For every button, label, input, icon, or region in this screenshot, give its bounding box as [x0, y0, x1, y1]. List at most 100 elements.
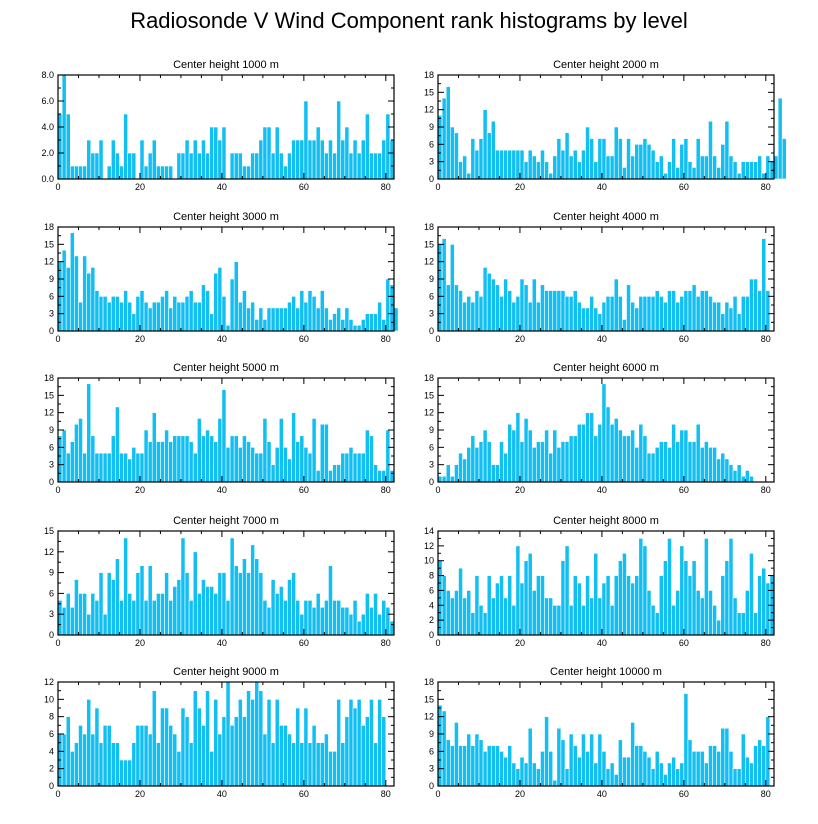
- x-tick-label: 0: [55, 638, 60, 648]
- histogram-bar: [610, 763, 614, 786]
- x-tick-label: 40: [217, 485, 227, 495]
- histogram-bar: [471, 139, 475, 179]
- histogram-bar: [226, 600, 230, 635]
- histogram-bar: [206, 153, 210, 179]
- histogram-bar: [267, 442, 271, 482]
- histogram-bar: [487, 576, 491, 635]
- histogram-bar: [259, 691, 263, 786]
- histogram-bar: [614, 576, 618, 635]
- histogram-bar: [275, 699, 279, 786]
- histogram-bar: [577, 583, 581, 635]
- histogram-bar: [66, 453, 70, 482]
- histogram-bar: [672, 605, 676, 635]
- histogram-bar: [345, 607, 349, 635]
- histogram-bar: [206, 430, 210, 482]
- histogram-bar: [255, 153, 259, 179]
- histogram-bar: [283, 447, 287, 482]
- histogram-bar: [99, 140, 103, 179]
- histogram-bar: [635, 576, 639, 635]
- histogram-bar: [156, 442, 160, 482]
- histogram-bar: [238, 153, 242, 179]
- x-tick-label: 0: [55, 334, 60, 344]
- histogram-bar: [296, 708, 300, 786]
- histogram-bar: [684, 430, 688, 482]
- histogram-bar: [545, 162, 549, 179]
- histogram-bar: [450, 244, 454, 331]
- histogram-bar: [119, 453, 123, 482]
- histogram-bar: [483, 430, 487, 482]
- histogram-bar: [573, 291, 577, 331]
- histogram-bar: [308, 600, 312, 635]
- histogram-bar: [324, 734, 328, 786]
- histogram-bar: [692, 561, 696, 635]
- histogram-bar: [99, 453, 103, 482]
- histogram-bar: [78, 593, 82, 635]
- histogram-bar: [635, 144, 639, 179]
- histogram-bar: [148, 734, 152, 786]
- x-tick-label: 80: [761, 334, 771, 344]
- histogram-bar: [99, 296, 103, 331]
- histogram-bar: [70, 442, 74, 482]
- histogram-bar: [688, 162, 692, 179]
- histogram-bar: [369, 699, 373, 786]
- histogram-bar: [132, 600, 136, 635]
- histogram-bar: [561, 740, 565, 786]
- histogram-bar: [99, 743, 103, 786]
- histogram-bar: [622, 167, 626, 179]
- histogram-bar: [495, 583, 499, 635]
- histogram-bar: [577, 162, 581, 179]
- histogram-bar: [725, 561, 729, 635]
- histogram-bar: [87, 384, 91, 482]
- histogram-bar: [528, 553, 532, 635]
- histogram-bar: [341, 319, 345, 331]
- histogram-bar: [651, 769, 655, 786]
- histogram-bar: [749, 476, 753, 482]
- x-tick-label: 0: [435, 789, 440, 799]
- histogram-bar: [598, 314, 602, 331]
- histogram-bar: [390, 621, 394, 635]
- y-tick-label: 12: [424, 541, 434, 551]
- histogram-bar: [581, 308, 585, 331]
- histogram-bar: [378, 699, 382, 786]
- histogram-bar: [458, 162, 462, 179]
- histogram-bar: [553, 156, 557, 179]
- histogram-bar: [758, 291, 762, 331]
- y-tick-label: 10: [44, 694, 54, 704]
- histogram-bar: [504, 757, 508, 786]
- histogram-bar: [128, 760, 132, 786]
- histogram-bar: [353, 600, 357, 635]
- y-tick-label: 10: [424, 556, 434, 566]
- histogram-bar: [487, 273, 491, 331]
- histogram-bar: [778, 98, 782, 179]
- x-tick-label: 60: [299, 334, 309, 344]
- histogram-bar: [692, 751, 696, 786]
- histogram-bar: [70, 751, 74, 786]
- histogram-bar: [680, 144, 684, 179]
- histogram-bar: [549, 598, 553, 635]
- histogram-bar: [749, 763, 753, 786]
- x-tick-label: 60: [299, 182, 309, 192]
- histogram-bar: [136, 725, 140, 786]
- histogram-bar: [181, 302, 185, 331]
- x-tick-label: 0: [55, 182, 60, 192]
- histogram-bar: [659, 296, 663, 331]
- histogram-bar: [438, 705, 442, 786]
- histogram-bar: [226, 682, 230, 786]
- panel-title: Center height 4000 m: [553, 211, 659, 223]
- x-tick-label: 20: [515, 485, 525, 495]
- histogram-bar: [499, 296, 503, 331]
- histogram-bar: [91, 593, 95, 635]
- histogram-bar: [390, 285, 394, 331]
- histogram-bar: [263, 734, 267, 786]
- histogram-bar: [667, 538, 671, 635]
- histogram-bar: [536, 302, 540, 331]
- histogram-bar: [246, 166, 250, 179]
- histogram-bar: [733, 162, 737, 179]
- histogram-bar: [655, 291, 659, 331]
- histogram-bar: [487, 442, 491, 482]
- y-tick-label: 6: [49, 442, 54, 452]
- histogram-bar: [741, 162, 745, 179]
- histogram-bar: [369, 153, 373, 179]
- histogram-bar: [508, 424, 512, 482]
- histogram-bar: [382, 470, 386, 482]
